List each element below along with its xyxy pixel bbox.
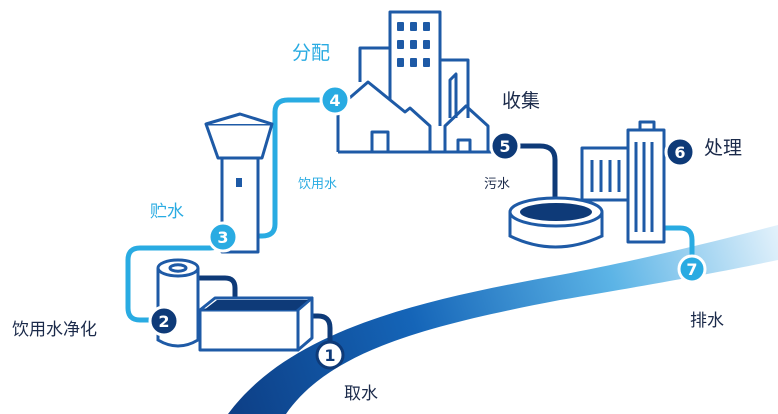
treatment-basin <box>508 196 604 249</box>
house-small-door <box>456 138 472 152</box>
building-windows <box>397 22 430 67</box>
label-discharge: 排水 <box>690 311 724 331</box>
pipe-river-to-basin <box>297 313 333 348</box>
pipe-storage-to-distribution <box>237 97 338 239</box>
step-badge-1: 1 <box>315 340 345 370</box>
pipe-sewage <box>502 143 558 201</box>
step-badge-6: 6 <box>664 136 696 168</box>
treatment-building <box>580 120 666 244</box>
river <box>228 225 778 414</box>
step-badge-7: 7 <box>677 254 707 284</box>
house-large <box>336 80 432 152</box>
label-storage: 贮水 <box>150 202 184 222</box>
label-sewage: 污水 <box>484 177 511 192</box>
dark-pipes <box>197 143 558 348</box>
step-badge-5: 5 <box>489 130 521 162</box>
step-3-number: 3 <box>217 228 228 247</box>
step-badge-2: 2 <box>148 305 180 337</box>
step-1-number: 1 <box>324 346 335 365</box>
step-5-number: 5 <box>499 137 510 156</box>
step-2-number: 2 <box>158 312 169 331</box>
purification-cylinder <box>156 258 200 348</box>
label-treatment: 处理 <box>704 137 743 159</box>
building-tall <box>388 10 442 126</box>
step-badge-3: 3 <box>207 221 239 253</box>
purification-basin <box>198 296 314 352</box>
label-purification: 饮用水净化 <box>12 320 97 340</box>
step-7-number: 7 <box>686 260 697 279</box>
label-intake: 取水 <box>344 384 378 404</box>
house-small <box>443 104 490 152</box>
step-4-number: 4 <box>329 91 340 110</box>
label-distribution: 分配 <box>292 42 331 64</box>
building-left <box>358 46 390 82</box>
treatment-vents <box>590 142 654 232</box>
antenna-tower <box>448 72 458 118</box>
building-right <box>440 58 470 118</box>
house-large-door <box>370 130 390 152</box>
label-drinking-water: 饮用水 <box>298 177 338 192</box>
city <box>336 10 500 154</box>
pipe-cylinder-to-basin <box>197 275 238 301</box>
step-badge-4: 4 <box>319 84 351 116</box>
label-collection: 收集 <box>502 90 541 112</box>
pipe-treatment-to-river <box>657 225 695 265</box>
step-6-number: 6 <box>674 143 685 162</box>
